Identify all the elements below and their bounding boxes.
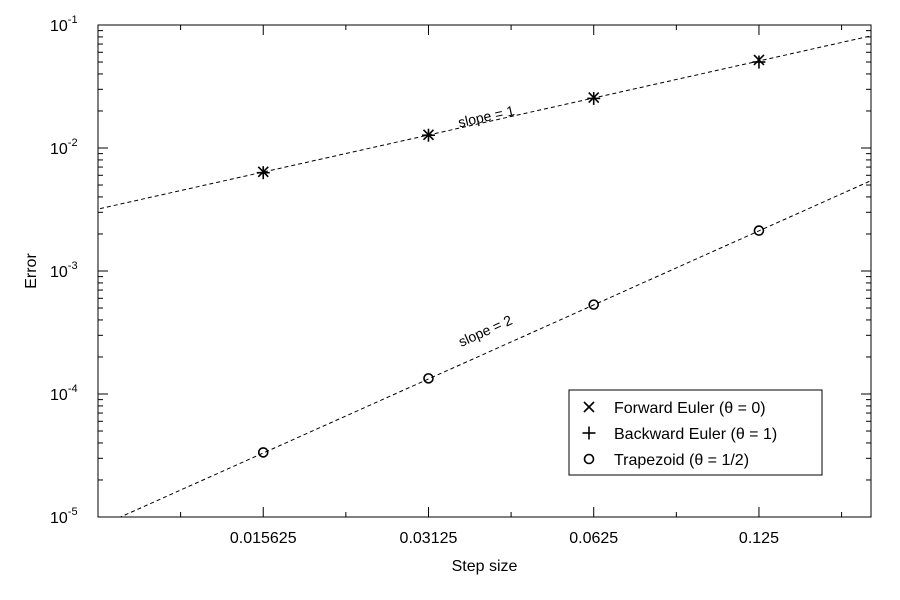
legend-box — [568, 389, 823, 476]
y-tick-base: 10 — [50, 18, 68, 35]
legend: Forward Euler (θ = 0) Backward Euler (θ =… — [568, 389, 823, 476]
slope-2-annotation: slope = 2 — [456, 312, 515, 350]
legend-plus-marker — [582, 426, 596, 440]
data-point-circle-marker — [753, 225, 765, 236]
legend-entry-label: Forward Euler (θ = 0) — [614, 400, 766, 417]
y-tick-label: 10-1 — [50, 14, 78, 35]
y-tick-base: 10 — [50, 264, 68, 281]
y-tick-label: 10-2 — [50, 137, 78, 158]
data-point-circle-marker — [257, 447, 269, 458]
slope-2-reference-line — [119, 180, 871, 517]
data-point-circle-marker — [588, 299, 600, 310]
y-tick-base: 10 — [50, 510, 68, 527]
y-tick-label: 10-4 — [50, 383, 78, 404]
legend-circle-marker — [583, 453, 595, 465]
data-point-plus-marker — [752, 55, 766, 69]
y-tick-exponent: -5 — [68, 506, 78, 518]
x-tick-label: 0.125 — [739, 530, 779, 547]
y-tick-exponent: -1 — [68, 14, 78, 26]
y-tick-base: 10 — [50, 141, 68, 158]
x-tick-label: 0.0625 — [569, 530, 618, 547]
y-tick-exponent: -2 — [68, 137, 78, 149]
slope-1-annotation: slope = 1 — [457, 102, 517, 130]
y-tick-base: 10 — [50, 387, 68, 404]
legend-x-marker — [583, 401, 595, 413]
slope-1-reference-line — [98, 35, 871, 210]
x-axis-title: Step size — [452, 558, 518, 575]
data-point-plus-marker — [587, 91, 601, 105]
data-point-circle-marker — [423, 373, 434, 384]
legend-entry-label: Trapezoid (θ = 1/2) — [614, 452, 749, 469]
x-tick-label: 0.03125 — [400, 530, 458, 547]
x-tick-label: 0.015625 — [230, 530, 297, 547]
y-tick-exponent: -4 — [68, 383, 78, 395]
plot-area-frame — [97, 24, 872, 518]
y-axis-title: Error — [23, 253, 40, 289]
data-point-plus-marker — [421, 128, 435, 142]
legend-entry-label: Backward Euler (θ = 1) — [614, 426, 777, 443]
y-tick-exponent: -3 — [68, 260, 78, 272]
data-point-plus-marker — [256, 166, 270, 180]
y-tick-label: 10-3 — [50, 260, 78, 281]
y-tick-label: 10-5 — [50, 506, 78, 527]
